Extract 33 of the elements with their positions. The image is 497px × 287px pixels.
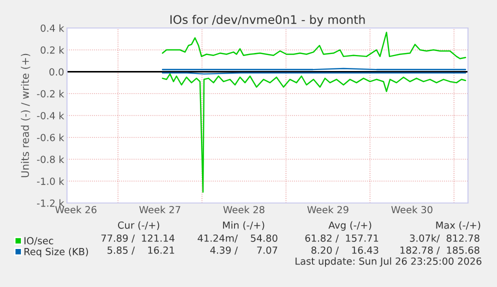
- line-series: [162, 73, 466, 193]
- y-tick-label: -0.8 k: [37, 156, 64, 164]
- y-tick-label: 0.0: [49, 68, 64, 76]
- text: 77.89 / 121.14: [101, 234, 174, 243]
- text: Min (-/+): [223, 221, 264, 230]
- text: 4.39 / 7.07: [210, 246, 278, 255]
- y-tick-label: -1.2 k: [37, 199, 64, 207]
- line-series: [162, 32, 466, 60]
- text: 8.20 / 16.43: [311, 246, 378, 255]
- text: 41.24m/ 54.80: [198, 234, 278, 243]
- y-tick-label: -0.4 k: [37, 112, 64, 120]
- text: 3.07k/ 812.78: [410, 234, 480, 243]
- legend-label: Req Size (KB): [24, 248, 88, 258]
- x-tick-label: Week 27: [139, 206, 180, 214]
- y-axis-title: Units read (-) / write (+): [20, 54, 30, 178]
- text: Cur (-/+): [118, 221, 160, 230]
- x-tick-label: Week 30: [391, 206, 432, 214]
- y-tick-label: 0.2 k: [40, 46, 64, 54]
- chart-title: IOs for /dev/nvme0n1 - by month: [170, 14, 365, 26]
- y-tick-label: 0.4 k: [40, 24, 64, 32]
- x-tick-label: Week 28: [223, 206, 264, 214]
- text: Last update: Sun Jul 26 23:25:00 2026: [296, 257, 482, 267]
- x-tick-label: Week 26: [55, 206, 96, 214]
- text: 182.78 / 185.68: [400, 246, 480, 255]
- text: 5.85 / 16.21: [108, 246, 174, 255]
- x-tick-label: Week 29: [307, 206, 348, 214]
- y-tick-label: -1.0 k: [37, 177, 64, 185]
- y-tick-label: -0.6 k: [37, 134, 64, 142]
- text: Max (-/+): [436, 221, 480, 230]
- text: Avg (-/+): [328, 221, 372, 231]
- text: 61.82 / 157.71: [305, 234, 378, 243]
- legend-label: IO/sec: [24, 237, 54, 246]
- y-tick-label: -0.2 k: [37, 90, 64, 98]
